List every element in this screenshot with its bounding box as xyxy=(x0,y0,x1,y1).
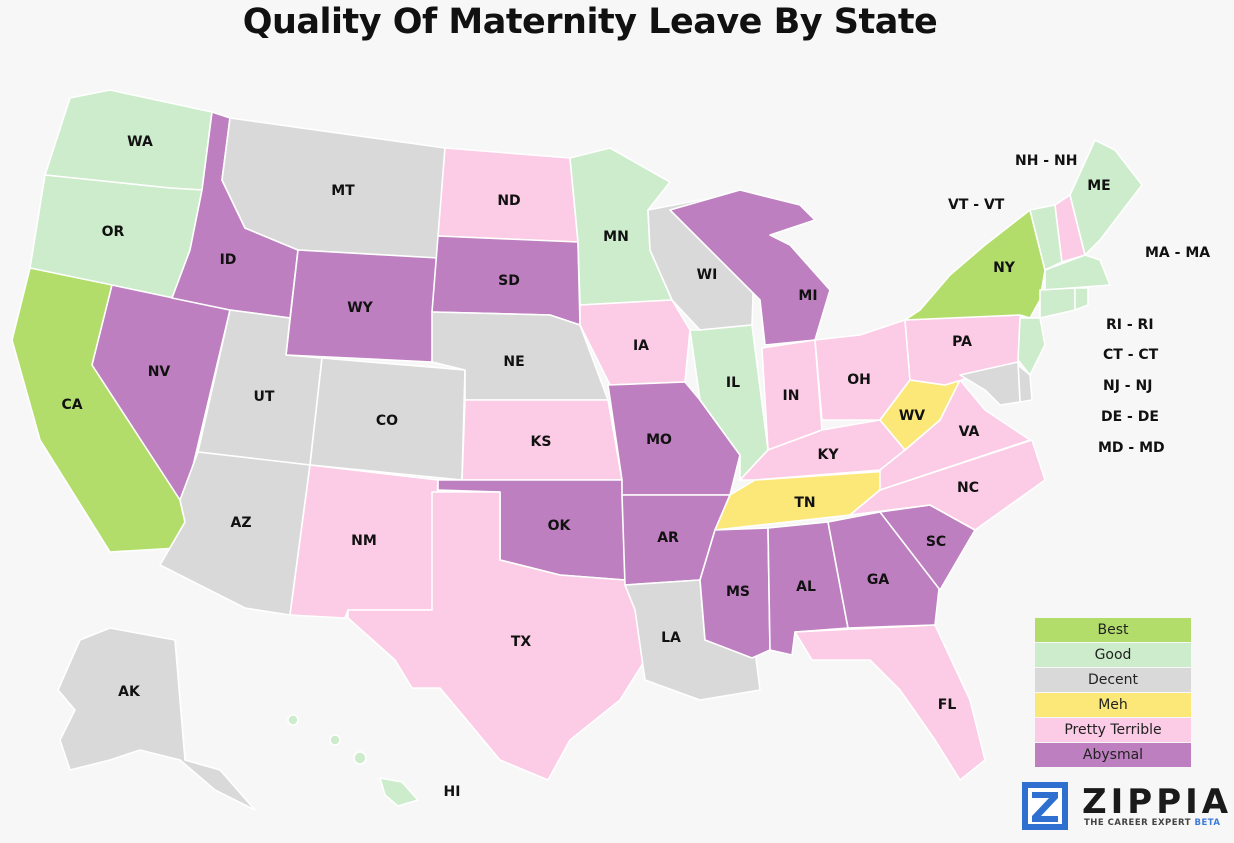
state-label-OR: OR xyxy=(102,224,125,240)
state-label-ME: ME xyxy=(1087,178,1111,194)
state-label-NV: NV xyxy=(148,364,171,380)
state-label-FL: FL xyxy=(938,697,957,713)
state-label-WY: WY xyxy=(347,300,373,316)
state-HI[interactable] xyxy=(379,777,419,807)
state-label-WI: WI xyxy=(697,267,718,283)
state-label-TN: TN xyxy=(794,495,815,511)
zippia-logo: ZIPPIA THE CAREER EXPERT BETA xyxy=(1022,782,1228,834)
legend-item-abysmal: Abysmal xyxy=(1035,743,1191,767)
legend-item-decent: Decent xyxy=(1035,668,1191,692)
state-label-IN: IN xyxy=(783,388,800,404)
callout-NJ: NJ - NJ xyxy=(1103,378,1152,394)
legend-item-best: Best xyxy=(1035,618,1191,642)
state-MA[interactable] xyxy=(1044,254,1111,291)
state-label-WA: WA xyxy=(127,134,153,150)
legend-item-good: Good xyxy=(1035,643,1191,667)
state-label-IA: IA xyxy=(633,338,649,354)
small-state-callouts: NH - NH VT - VT MA - MA RI - RI CT - CT NJ - … xyxy=(948,153,1210,456)
state-label-MS: MS xyxy=(726,584,750,600)
state-label-AL: AL xyxy=(796,579,816,595)
state-label-OH: OH xyxy=(847,372,871,388)
state-label-MO: MO xyxy=(646,432,672,448)
state-label-UT: UT xyxy=(254,389,275,405)
state-label-KY: KY xyxy=(818,447,840,463)
state-GA[interactable] xyxy=(827,511,941,629)
logo-wordmark: ZIPPIA xyxy=(1082,782,1233,822)
state-AK[interactable] xyxy=(57,627,256,811)
map-title: Quality Of Maternity Leave By State xyxy=(242,2,938,42)
state-label-LA: LA xyxy=(661,630,681,646)
state-label-NC: NC xyxy=(957,480,979,496)
state-label-HI: HI xyxy=(444,784,461,800)
state-label-AK: AK xyxy=(118,684,141,700)
logo-beta-badge: BETA xyxy=(1194,818,1221,828)
state-label-CA: CA xyxy=(61,397,82,413)
logo-tagline: THE CAREER EXPERT BETA xyxy=(1084,818,1221,828)
state-label-AR: AR xyxy=(657,530,679,546)
state-label-NM: NM xyxy=(351,533,377,549)
legend-item-meh: Meh xyxy=(1035,693,1191,717)
zippia-z-logo-icon xyxy=(1022,782,1068,830)
state-label-MN: MN xyxy=(603,229,629,245)
callout-MA: MA - MA xyxy=(1145,245,1210,261)
state-RI[interactable] xyxy=(1074,287,1089,311)
state-label-CO: CO xyxy=(376,413,398,429)
state-FL[interactable] xyxy=(794,624,986,781)
callout-RI: RI - RI xyxy=(1106,317,1154,333)
state-label-OK: OK xyxy=(548,518,572,534)
state-label-VA: VA xyxy=(959,424,980,440)
state-MI[interactable] xyxy=(669,189,831,346)
state-label-MT: MT xyxy=(331,183,355,199)
state-NJ[interactable] xyxy=(1017,317,1046,376)
state-label-NE: NE xyxy=(503,354,524,370)
legend: Best Good Decent Meh Pretty Terrible Abysmal xyxy=(1035,618,1191,768)
state-TX[interactable] xyxy=(347,491,646,781)
state-label-ID: ID xyxy=(220,252,237,268)
state-NY[interactable] xyxy=(904,209,1046,321)
state-label-AZ: AZ xyxy=(231,515,252,531)
state-IL[interactable] xyxy=(689,324,769,481)
state-ME[interactable] xyxy=(1069,139,1143,256)
state-label-SC: SC xyxy=(926,534,946,550)
callout-DE: DE - DE xyxy=(1101,409,1159,425)
callout-NH: NH - NH xyxy=(1015,153,1077,169)
state-label-SD: SD xyxy=(498,273,520,289)
state-label-TX: TX xyxy=(511,634,532,650)
state-label-WV: WV xyxy=(899,408,925,424)
state-label-GA: GA xyxy=(867,572,889,588)
state-CT[interactable] xyxy=(1039,287,1076,319)
state-label-PA: PA xyxy=(952,334,972,350)
legend-item-pretty-terrible: Pretty Terrible xyxy=(1035,718,1191,742)
callout-MD: MD - MD xyxy=(1098,440,1165,456)
state-label-NY: NY xyxy=(993,260,1016,276)
state-labels: WA OR CA NV ID MT WY UT AZ CO NM ND SD NE KS OK TX MN IA MO… xyxy=(61,134,1110,800)
state-label-IL: IL xyxy=(726,375,740,391)
state-label-MI: MI xyxy=(798,288,817,304)
callout-VT: VT - VT xyxy=(948,197,1005,213)
state-MD[interactable] xyxy=(959,361,1021,406)
state-label-KS: KS xyxy=(531,434,552,450)
state-HI-islet-3 xyxy=(353,751,367,765)
callout-CT: CT - CT xyxy=(1103,347,1159,363)
state-HI-islet-1 xyxy=(287,714,299,726)
state-label-ND: ND xyxy=(497,193,520,209)
state-HI-islet-2 xyxy=(329,734,341,746)
